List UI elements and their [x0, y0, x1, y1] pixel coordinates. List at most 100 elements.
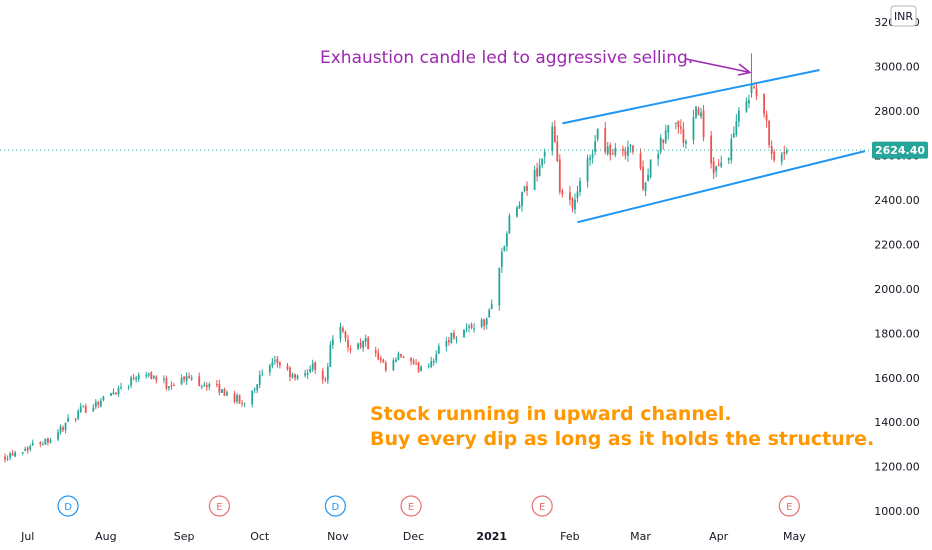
candle [644, 181, 647, 197]
candle [569, 185, 571, 206]
candle [589, 154, 591, 166]
event-label: E [216, 502, 222, 513]
candle [155, 375, 158, 384]
channel-line-lower[interactable] [577, 150, 866, 224]
candle [621, 145, 624, 157]
candle [324, 376, 327, 383]
candle [695, 106, 697, 120]
candle [538, 158, 541, 177]
candle [362, 340, 365, 352]
candle [173, 383, 175, 387]
candle [359, 338, 362, 349]
candle [468, 323, 470, 333]
candle [190, 374, 193, 381]
candle [664, 124, 667, 144]
candle [427, 363, 430, 369]
candle [97, 400, 100, 409]
candle [647, 168, 649, 182]
candle [150, 371, 153, 380]
candle [498, 267, 501, 311]
candle [717, 158, 720, 167]
currency-badge[interactable]: INR [890, 5, 917, 27]
x-tick-label: Mar [630, 530, 651, 543]
candle [453, 330, 455, 340]
candle [420, 365, 423, 372]
event-label: E [408, 502, 414, 513]
candle [543, 148, 546, 164]
candle [715, 165, 718, 178]
event-marker-earnings[interactable]: E [778, 495, 800, 517]
candle [720, 155, 723, 169]
candle [594, 135, 597, 156]
y-tick-label: 2000.00 [874, 283, 920, 296]
candle [579, 177, 581, 196]
candle [755, 83, 758, 100]
candle [667, 124, 670, 140]
candle [586, 154, 589, 188]
candle [485, 317, 488, 330]
event-marker-dividend[interactable]: D [57, 495, 79, 517]
candle [145, 372, 148, 379]
event-label: E [786, 502, 792, 513]
candle [279, 361, 281, 369]
candle [342, 325, 344, 334]
candle [735, 114, 738, 137]
candle [62, 425, 64, 433]
candle [483, 318, 486, 331]
candle [659, 134, 662, 155]
x-tick-label: Nov [327, 530, 349, 543]
candle [748, 94, 750, 109]
candle [198, 372, 201, 387]
candle [415, 358, 417, 366]
candle [188, 372, 191, 379]
candle [168, 386, 170, 391]
candle [541, 158, 544, 169]
candle [480, 318, 483, 329]
candle [84, 403, 87, 414]
event-marker-earnings[interactable]: E [208, 495, 230, 517]
candle [624, 146, 627, 160]
candle [765, 110, 768, 128]
candle [99, 398, 102, 408]
candle [430, 356, 433, 369]
candle [135, 375, 138, 383]
candle [357, 342, 359, 350]
candle [609, 142, 612, 161]
y-tick-label: 3000.00 [874, 61, 920, 74]
candle [6, 455, 9, 462]
candle [417, 361, 420, 374]
candle [256, 384, 259, 394]
candle [137, 372, 140, 383]
candle [31, 439, 34, 446]
candle [533, 165, 536, 191]
candle [574, 193, 576, 214]
candle [258, 370, 261, 389]
candle [233, 390, 236, 404]
candle [236, 392, 238, 405]
candle [208, 382, 211, 391]
candle [94, 399, 97, 410]
candle [763, 93, 765, 118]
candle [745, 97, 748, 113]
candle [223, 387, 226, 397]
candle [556, 135, 559, 163]
candle [649, 159, 652, 179]
y-tick-label: 1600.00 [874, 372, 920, 385]
candle [11, 449, 14, 456]
channel-line-upper[interactable] [562, 69, 820, 125]
candle [180, 374, 183, 386]
candle [463, 329, 465, 338]
event-marker-earnings[interactable]: E [400, 495, 422, 517]
candle [170, 381, 173, 390]
event-marker-dividend[interactable]: D [324, 495, 346, 517]
candle [64, 422, 67, 434]
candle [92, 403, 95, 412]
candle [508, 213, 511, 234]
event-label: D [64, 502, 72, 513]
event-marker-earnings[interactable]: E [531, 495, 553, 517]
candle [276, 355, 279, 368]
channel-layer [562, 69, 866, 224]
candle [286, 363, 289, 371]
